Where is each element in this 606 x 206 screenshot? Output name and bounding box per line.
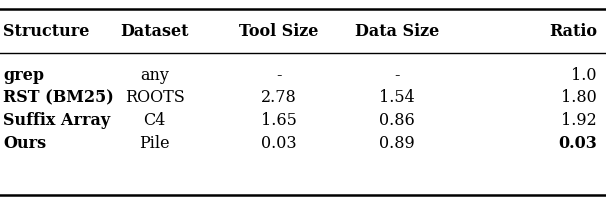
Text: Ratio: Ratio bbox=[549, 23, 597, 40]
Text: 1.92: 1.92 bbox=[561, 112, 597, 129]
Text: ROOTS: ROOTS bbox=[125, 89, 184, 106]
Text: any: any bbox=[140, 67, 169, 84]
Text: Tool Size: Tool Size bbox=[239, 23, 318, 40]
Text: 0.86: 0.86 bbox=[379, 112, 415, 129]
Text: 0.03: 0.03 bbox=[261, 135, 296, 152]
Text: 0.89: 0.89 bbox=[379, 135, 415, 152]
Text: RST (BM25): RST (BM25) bbox=[3, 89, 114, 106]
Text: Ours: Ours bbox=[3, 135, 46, 152]
Text: grep: grep bbox=[3, 67, 44, 84]
Text: Structure: Structure bbox=[3, 23, 90, 40]
Text: 2.78: 2.78 bbox=[261, 89, 296, 106]
Text: 1.54: 1.54 bbox=[379, 89, 415, 106]
Text: Pile: Pile bbox=[139, 135, 170, 152]
Text: Suffix Array: Suffix Array bbox=[3, 112, 110, 129]
Text: Data Size: Data Size bbox=[355, 23, 439, 40]
Text: 1.0: 1.0 bbox=[571, 67, 597, 84]
Text: -: - bbox=[276, 67, 282, 84]
Text: -: - bbox=[394, 67, 400, 84]
Text: 0.03: 0.03 bbox=[558, 135, 597, 152]
Text: C4: C4 bbox=[144, 112, 165, 129]
Text: 1.65: 1.65 bbox=[261, 112, 297, 129]
Text: Dataset: Dataset bbox=[120, 23, 189, 40]
Text: 1.80: 1.80 bbox=[561, 89, 597, 106]
